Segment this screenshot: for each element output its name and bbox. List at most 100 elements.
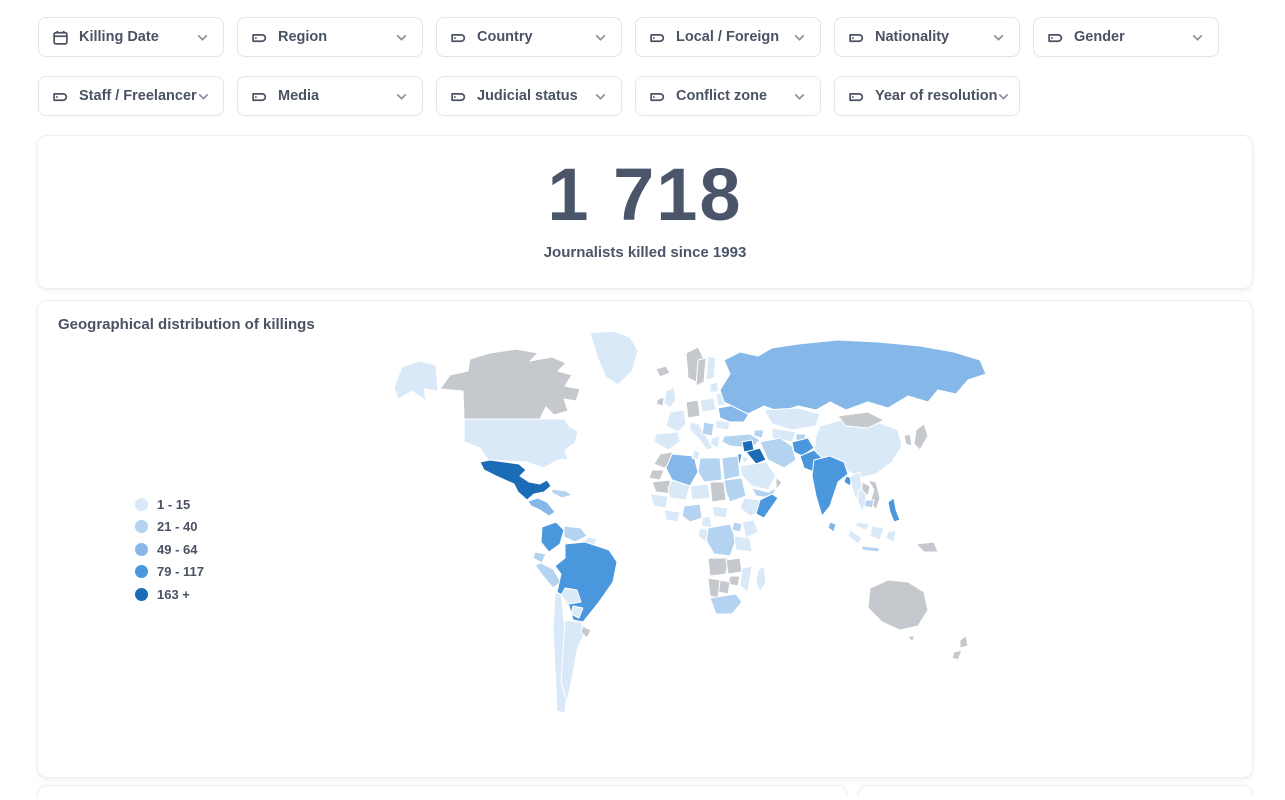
- filter-media[interactable]: Media: [237, 76, 423, 116]
- country-iran[interactable]: [759, 437, 797, 469]
- country-nigeria[interactable]: [681, 503, 703, 523]
- country-tanzania[interactable]: [733, 535, 753, 553]
- filter-staff-freelancer[interactable]: Staff / Freelancer: [38, 76, 224, 116]
- country-cambodia[interactable]: [863, 499, 875, 509]
- country-central-america[interactable]: [527, 497, 556, 517]
- country-mexico[interactable]: [479, 459, 552, 501]
- country-jordan[interactable]: [741, 455, 750, 465]
- chevron-down-icon: [793, 90, 807, 103]
- country-ireland[interactable]: [655, 396, 665, 407]
- filter-region[interactable]: Region: [237, 17, 423, 57]
- country-poland[interactable]: [699, 397, 717, 413]
- chevron-down-icon: [594, 90, 608, 103]
- tag-icon: [848, 29, 865, 46]
- country-canada[interactable]: [439, 348, 581, 420]
- country-south-africa[interactable]: [709, 593, 743, 615]
- country-egypt[interactable]: [721, 455, 741, 481]
- country-greece[interactable]: [709, 435, 721, 449]
- filter-killing-date[interactable]: Killing Date: [38, 17, 224, 57]
- country-finland[interactable]: [705, 355, 717, 381]
- country-venezuela[interactable]: [563, 525, 588, 543]
- country-ecuador[interactable]: [532, 551, 547, 564]
- country-guinea-coast[interactable]: [663, 509, 681, 523]
- country-alaska[interactable]: [393, 360, 439, 402]
- country-central-african-republic[interactable]: [711, 505, 729, 519]
- country-kenya[interactable]: [741, 519, 759, 539]
- kpi-card: 1 718 Journalists killed since 1993: [37, 135, 1253, 289]
- country-zambia[interactable]: [725, 557, 743, 575]
- country-madagascar[interactable]: [755, 565, 767, 593]
- country-drc[interactable]: [705, 523, 737, 557]
- country-brazil[interactable]: [554, 541, 618, 623]
- filter-conflict-zone[interactable]: Conflict zone: [635, 76, 821, 116]
- filter-gender[interactable]: Gender: [1033, 17, 1219, 57]
- country-argentina[interactable]: [560, 619, 586, 703]
- country-libya[interactable]: [697, 457, 723, 483]
- legend-swatch: [135, 497, 148, 511]
- country-colombia[interactable]: [540, 521, 565, 553]
- country-peru[interactable]: [534, 562, 562, 589]
- filter-year-of-resolution[interactable]: Year of resolution: [834, 76, 1020, 116]
- world-choropleth-map[interactable]: [368, 329, 1008, 761]
- country-mongolia[interactable]: [837, 411, 885, 429]
- country-iraq[interactable]: [745, 447, 767, 465]
- country-uk[interactable]: [663, 386, 677, 409]
- country-japan[interactable]: [913, 423, 929, 451]
- country-sweden[interactable]: [695, 357, 707, 387]
- country-kazakhstan[interactable]: [763, 407, 821, 431]
- filter-nationality[interactable]: Nationality: [834, 17, 1020, 57]
- country-india[interactable]: [811, 455, 849, 517]
- country-java[interactable]: [861, 545, 881, 553]
- country-paraguay[interactable]: [570, 605, 584, 619]
- country-cuba[interactable]: [551, 488, 573, 499]
- country-angola[interactable]: [707, 557, 729, 577]
- country-laos[interactable]: [861, 481, 871, 497]
- country-korea[interactable]: [903, 433, 913, 447]
- country-mozambique[interactable]: [739, 565, 753, 593]
- country-italy[interactable]: [689, 421, 714, 451]
- country-western-sahara[interactable]: [648, 469, 665, 481]
- country-malaysia[interactable]: [855, 521, 871, 531]
- country-iberia[interactable]: [653, 431, 681, 451]
- country-borneo[interactable]: [869, 525, 885, 541]
- country-uganda[interactable]: [731, 521, 743, 533]
- country-philippines[interactable]: [887, 497, 901, 523]
- country-france[interactable]: [665, 409, 687, 433]
- country-mali[interactable]: [667, 479, 691, 501]
- country-tunisia[interactable]: [691, 449, 701, 461]
- country-germany[interactable]: [685, 399, 701, 419]
- country-romania[interactable]: [715, 419, 731, 431]
- country-west-africa[interactable]: [649, 493, 669, 509]
- country-congo[interactable]: [697, 527, 709, 543]
- country-sulawesi[interactable]: [885, 529, 897, 543]
- country-greenland[interactable]: [589, 330, 639, 386]
- country-baltics[interactable]: [709, 381, 719, 393]
- country-papua-new-guinea[interactable]: [915, 541, 939, 553]
- filter-country[interactable]: Country: [436, 17, 622, 57]
- country-new-zealand[interactable]: [951, 635, 969, 661]
- filter-label: Local / Foreign: [676, 29, 780, 45]
- country-russia[interactable]: [719, 339, 987, 415]
- country-oman[interactable]: [775, 477, 783, 491]
- filter-local-foreign[interactable]: Local / Foreign: [635, 17, 821, 57]
- country-sudan[interactable]: [723, 477, 747, 503]
- country-australia[interactable]: [867, 579, 929, 631]
- filter-judicial-status[interactable]: Judicial status: [436, 76, 622, 116]
- country-bolivia[interactable]: [560, 587, 582, 605]
- country-cameroon[interactable]: [701, 515, 713, 529]
- country-caucasus[interactable]: [753, 429, 765, 439]
- country-chad[interactable]: [709, 481, 727, 503]
- country-niger[interactable]: [689, 483, 711, 501]
- country-sumatra[interactable]: [847, 529, 863, 545]
- country-afghanistan[interactable]: [791, 437, 815, 457]
- country-namibia[interactable]: [707, 577, 721, 599]
- country-uruguay[interactable]: [580, 625, 592, 639]
- country-somalia[interactable]: [755, 493, 779, 519]
- country-sri-lanka[interactable]: [827, 521, 837, 533]
- tag-icon: [52, 88, 69, 105]
- country-iceland[interactable]: [655, 365, 671, 378]
- country-balkans[interactable]: [701, 421, 715, 437]
- country-tasmania[interactable]: [907, 635, 916, 643]
- country-saudi-arabia[interactable]: [739, 461, 777, 491]
- country-usa[interactable]: [463, 418, 579, 469]
